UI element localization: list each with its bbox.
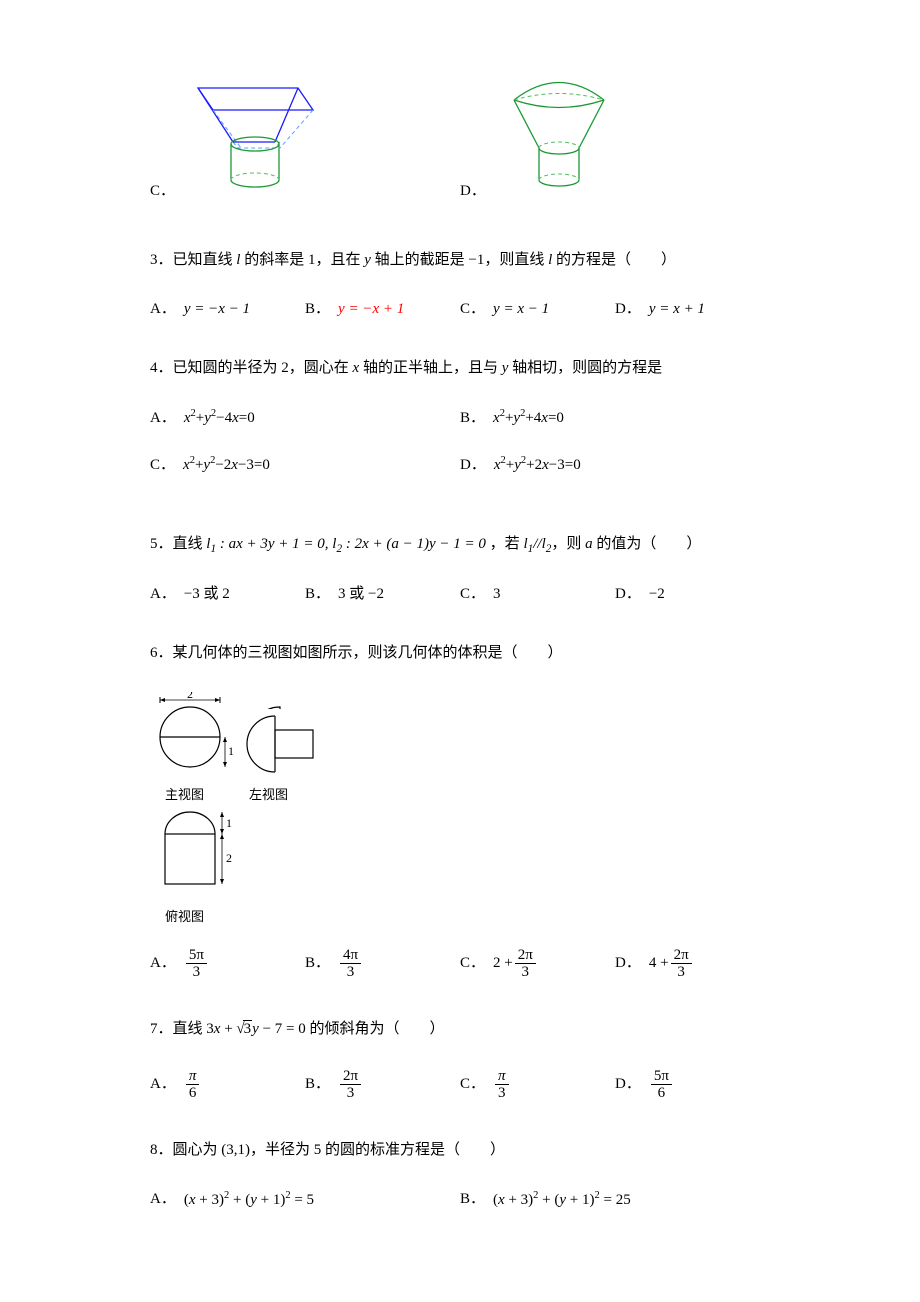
q6-text: 6．某几何体的三视图如图所示，则该几何体的体积是（ ） — [150, 640, 770, 667]
q3-text: 3．已知直线 l 的斜率是 1，且在 y 轴上的截距是 −1，则直线 l 的方程… — [150, 247, 770, 274]
q4-b-label: B． — [460, 408, 485, 429]
q3-d-label: D． — [615, 299, 641, 320]
q8-a-label: A． — [150, 1189, 176, 1210]
q4-c-label: C． — [150, 455, 175, 476]
q4-b-expr: x2+y2+4x=0 — [493, 407, 564, 429]
q4-a-expr: x2+y2−4x=0 — [184, 407, 255, 429]
q6-a-label: A． — [150, 953, 176, 974]
q6-options: A． 5π3 B． 4π3 C． 2 + 2π3 D． 4 + 2π3 — [150, 947, 770, 981]
q6-c-pre: 2 + — [493, 953, 513, 974]
q4-c-expr: x2+y2−2x−3=0 — [183, 454, 270, 476]
q3-a-label: A． — [150, 299, 176, 320]
q3-a-expr: y = −x − 1 — [184, 299, 250, 320]
q6-d-pre: 4 + — [649, 953, 669, 974]
q6-a-expr: 5π3 — [186, 947, 207, 981]
q4-options: A． x2+y2−4x=0 B． x2+y2+4x=0 C． x2+y2−2x−3=0… — [150, 407, 770, 501]
q5-options: A． −3 或 2 B． 3 或 −2 C． 3 D． −2 — [150, 584, 770, 605]
q6-d-label: D． — [615, 953, 641, 974]
q6-c-label: C． — [460, 953, 485, 974]
q7-b-expr: 2π3 — [340, 1068, 361, 1102]
q7-c-expr: π3 — [495, 1068, 509, 1102]
q5-c-expr: 3 — [493, 584, 501, 605]
q2-shape-d — [494, 60, 624, 202]
q3-options: A． y = −x − 1 B． y = −x + 1 C． y = x − 1 D．… — [150, 299, 770, 320]
q8-b-label: B． — [460, 1189, 485, 1210]
q6-b-expr: 4π3 — [340, 947, 361, 981]
q5-a-label: A． — [150, 584, 176, 605]
q7-d-label: D． — [615, 1074, 641, 1095]
q2-options-cd: C． D． — [150, 60, 770, 202]
q5-b-label: B． — [305, 584, 330, 605]
q7-c-label: C． — [460, 1074, 485, 1095]
q6-diagram: 2 1 — [150, 692, 770, 926]
q7-a-label: A． — [150, 1074, 176, 1095]
svg-text:2: 2 — [226, 851, 232, 865]
q6-front-label: 主视图 — [165, 786, 204, 804]
svg-text:1: 1 — [226, 816, 232, 830]
q2-opt-d-label: D． — [460, 181, 486, 202]
q7-d-expr: 5π6 — [651, 1068, 672, 1102]
q8-a-expr: (x + 3)2 + (y + 1)2 = 5 — [184, 1189, 314, 1211]
q4-d-expr: x2+y2+2x−3=0 — [494, 454, 581, 476]
q5-d-label: D． — [615, 584, 641, 605]
q3-c-label: C． — [460, 299, 485, 320]
q6-d-expr: 2π3 — [671, 947, 692, 981]
q6-b-label: B． — [305, 953, 330, 974]
q2-opt-c-label: C． — [150, 181, 175, 202]
q4-d-label: D． — [460, 455, 486, 476]
q8-options: A． (x + 3)2 + (y + 1)2 = 5 B． (x + 3)2 +… — [150, 1189, 770, 1236]
q6-c-expr: 2π3 — [515, 947, 536, 981]
q3-b-expr: y = −x + 1 — [338, 299, 404, 320]
q3-c-expr: y = x − 1 — [493, 299, 549, 320]
q3-d-expr: y = x + 1 — [649, 299, 705, 320]
q8-text: 8．圆心为 (3,1)，半径为 5 的圆的标准方程是（ ） — [150, 1137, 770, 1164]
q8-b-expr: (x + 3)2 + (y + 1)2 = 25 — [493, 1189, 631, 1211]
q5-text: 5．直线 l1 : ax + 3y + 1 = 0, l2 : 2x + (a … — [150, 531, 770, 559]
q4-text: 4．已知圆的半径为 2，圆心在 x 轴的正半轴上，且与 y 轴相切，则圆的方程是 — [150, 355, 770, 382]
q4-a-label: A． — [150, 408, 176, 429]
q5-b-expr: 3 或 −2 — [338, 584, 384, 605]
q7-options: A． π6 B． 2π3 C． π3 D． 5π6 — [150, 1068, 770, 1102]
q7-text: 7．直线 3x + √3y − 7 = 0 的倾斜角为（ ） — [150, 1016, 770, 1043]
q7-a-expr: π6 — [186, 1068, 200, 1102]
q6-top-label: 俯视图 — [165, 908, 204, 926]
q5-a-expr: −3 或 2 — [184, 584, 230, 605]
q3-b-label: B． — [305, 299, 330, 320]
q5-c-label: C． — [460, 584, 485, 605]
q2-shape-c — [183, 70, 333, 202]
q6-side-label: 左视图 — [249, 786, 288, 804]
q5-d-expr: −2 — [649, 584, 665, 605]
q7-b-label: B． — [305, 1074, 330, 1095]
